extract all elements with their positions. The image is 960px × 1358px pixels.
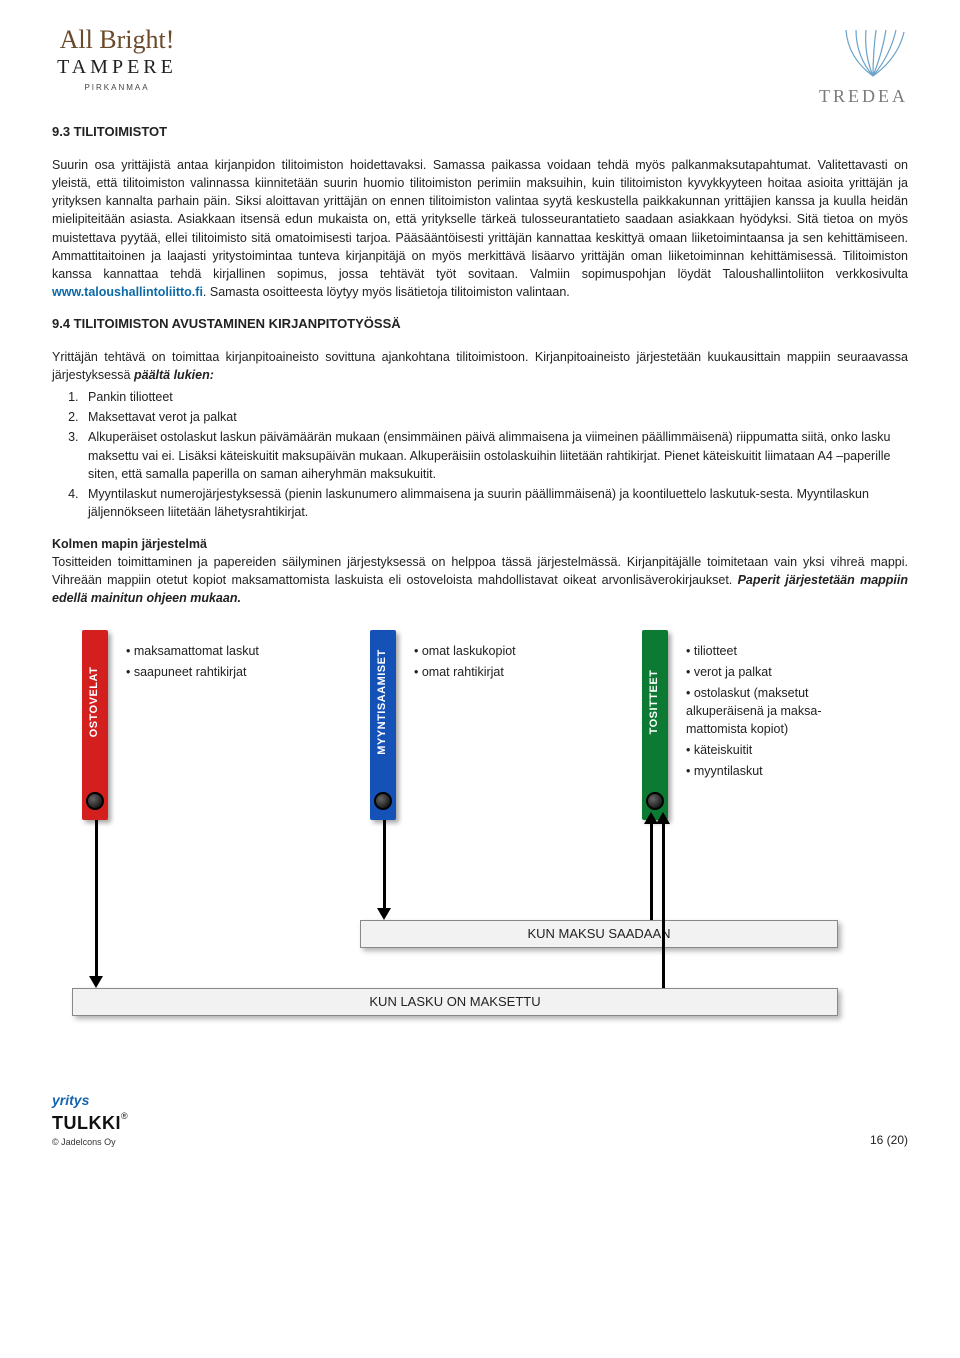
footer-tulkki: TULKKI [52, 1113, 121, 1133]
flow-box-bottom: KUN LASKU ON MAKSETTU [72, 988, 838, 1017]
folder-tab-label: OSTOVELAT [87, 666, 103, 737]
folder-tab: TOSITTEET [642, 630, 668, 820]
bullet-item: omat rahtikirjat [414, 663, 609, 681]
arrow-line [95, 820, 98, 978]
arrow-head-icon [377, 908, 391, 920]
list-item: Myyntilaskut numerojärjestyksessä (pieni… [82, 485, 908, 521]
folder-bullets: maksamattomat laskut saapuneet rahtikirja… [126, 642, 321, 684]
folder-tab-label: TOSITTEET [647, 669, 663, 734]
header: All Bright! TAMPERE PIRKANMAA TREDEA [52, 28, 908, 109]
footer-yritys: yritys [52, 1092, 89, 1108]
folder-tab: MYYNTISAAMISET [370, 630, 396, 820]
tredea-logo: TREDEA [788, 28, 908, 109]
section-9-4-intro: Yrittäjän tehtävä on toimittaa kirjanpit… [52, 348, 908, 384]
list-item: Pankin tiliotteet [82, 388, 908, 406]
three-folder-diagram: OSTOVELAT maksamattomat laskut saapuneet r… [52, 630, 908, 1050]
tredea-word: TREDEA [788, 83, 908, 109]
s93-text-a: Suurin osa yrittäjistä antaa kirjanpidon… [52, 158, 908, 281]
folder-bullets: tiliotteet verot ja palkat ostolaskut (mak… [686, 642, 881, 784]
bullet-item: ostolaskut (maksetut alkuperäisenä ja ma… [686, 684, 881, 738]
footer-copyright: © Jadelcons Oy [52, 1136, 128, 1149]
arrow-line [662, 824, 665, 988]
binder-ring-icon [374, 792, 392, 810]
folder-tab-label: MYYNTISAAMISET [375, 649, 391, 754]
bullet-item: maksamattomat laskut [126, 642, 321, 660]
tampere-script: All Bright! [52, 28, 182, 51]
arrow-line [383, 820, 386, 910]
list-item: Alkuperäiset ostolaskut laskun päivämäär… [82, 428, 908, 482]
bullet-item: myyntilaskut [686, 762, 881, 780]
yritystulkki-logo: yritys TULKKI® © Jadelcons Oy [52, 1090, 128, 1149]
section-9-3-body: Suurin osa yrittäjistä antaa kirjanpidon… [52, 156, 908, 301]
bullet-item: saapuneet rahtikirjat [126, 663, 321, 681]
tampere-subtitle: PIRKANMAA [52, 82, 182, 94]
s94-intro-b: päältä lukien: [134, 368, 214, 382]
arrow-head-icon [89, 976, 103, 988]
tampere-word: TAMPERE [52, 53, 182, 82]
ordered-list-9-4: Pankin tiliotteet Maksettavat verot ja p… [82, 388, 908, 521]
page-number: 16 (20) [870, 1132, 908, 1149]
taloushallintoliitto-link[interactable]: www.taloushallintoliitto.fi [52, 285, 203, 299]
binder-ring-icon [86, 792, 104, 810]
arrow-line [650, 824, 653, 920]
tredea-icon [838, 28, 908, 78]
folder-bullets: omat laskukopiot omat rahtikirjat [414, 642, 609, 684]
folder-tab: OSTOVELAT [82, 630, 108, 820]
bullet-item: käteiskuitit [686, 741, 881, 759]
list-item: Maksettavat verot ja palkat [82, 408, 908, 426]
section-9-4-title: 9.4 TILITOIMISTON AVUSTAMINEN KIRJANPITO… [52, 315, 908, 334]
tampere-logo: All Bright! TAMPERE PIRKANMAA [52, 28, 182, 94]
binder-ring-icon [646, 792, 664, 810]
bullet-item: tiliotteet [686, 642, 881, 660]
arrow-head-icon [656, 812, 670, 824]
bullet-item: omat laskukopiot [414, 642, 609, 660]
kolmen-body: Tositteiden toimittaminen ja papereiden … [52, 553, 908, 607]
footer: yritys TULKKI® © Jadelcons Oy 16 (20) [52, 1090, 908, 1149]
kolmen-title: Kolmen mapin järjestelmä [52, 535, 908, 553]
flow-box-middle: KUN MAKSU SAADAAN [360, 920, 838, 949]
section-9-3-title: 9.3 TILITOIMISTOT [52, 123, 908, 142]
footer-reg: ® [121, 1111, 128, 1121]
s93-text-b: . Samasta osoitteesta löytyy myös lisäti… [203, 285, 570, 299]
bullet-item: verot ja palkat [686, 663, 881, 681]
